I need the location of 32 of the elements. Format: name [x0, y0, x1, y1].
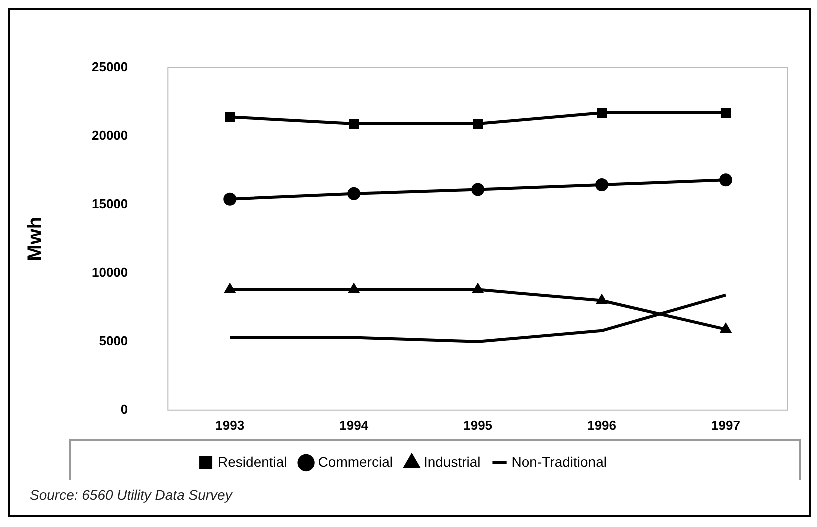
x-tick-label: 1993: [216, 418, 245, 433]
point: [720, 108, 732, 118]
point: [349, 118, 360, 130]
point: [349, 284, 360, 294]
y-tick-label: 15000: [92, 196, 128, 212]
source-note: Source: 6560 Utility Data Survey: [30, 487, 232, 503]
point: [597, 108, 608, 118]
point: [348, 187, 361, 200]
point: [473, 118, 484, 130]
y-tick-label: 25000: [92, 59, 128, 74]
legend-label: Industrial: [424, 454, 481, 470]
x-tick-label: 1997: [712, 418, 740, 433]
legend-label: Non-Traditional: [512, 454, 607, 470]
point: [224, 192, 237, 206]
x-tick-label: 1996: [588, 418, 617, 433]
point: [472, 183, 485, 196]
point: [225, 284, 236, 294]
point: [721, 324, 731, 334]
y-tick-label: 10000: [92, 264, 128, 280]
point: [597, 295, 608, 304]
point: [225, 112, 236, 122]
x-tick-label: 1994: [340, 418, 370, 433]
legend-label: Residential: [218, 454, 288, 470]
y-tick-label: 5000: [99, 333, 128, 348]
legend-label: Commercial: [318, 454, 393, 470]
point: [596, 178, 609, 192]
y-tick-label: 0: [120, 402, 128, 417]
y-axis-title: Mwh: [24, 216, 47, 262]
point: [473, 284, 484, 294]
y-tick-label: 20000: [92, 128, 128, 143]
x-tick-label: 1995: [464, 418, 493, 433]
point: [720, 174, 733, 187]
